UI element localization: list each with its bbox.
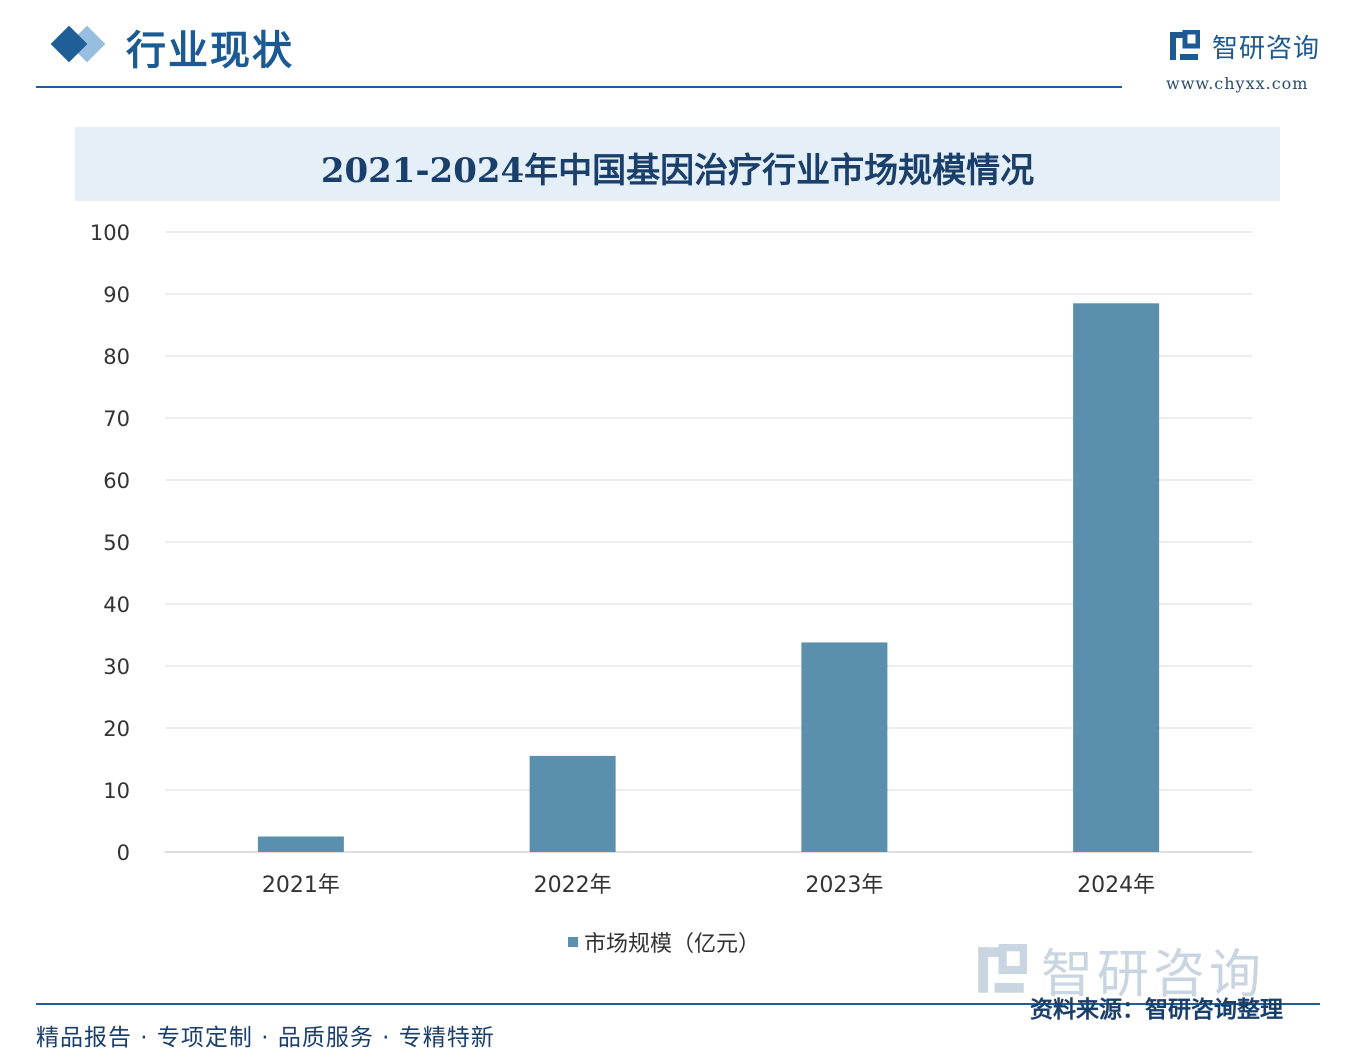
chart-title-band: 2021-2024年中国基因治疗行业市场规模情况	[75, 127, 1280, 201]
x-tick-label: 2022年	[534, 873, 612, 898]
y-tick-label: 100	[90, 221, 130, 245]
legend-swatch	[568, 937, 578, 947]
bar-chart: 0 10 20 30 40 50 60 70 80 90 100 2021年 2022年 2023年 202…	[90, 221, 1252, 898]
bar-2	[529, 755, 616, 852]
y-tick-label: 0	[117, 841, 130, 865]
watermark-logo: 智研咨询	[975, 932, 1265, 1007]
watermark-logo-icon	[978, 943, 1027, 993]
legend-label: 市场规模（亿元）	[584, 932, 761, 957]
y-tick-label: 90	[103, 283, 130, 307]
footer-tags: 精品报告 · 专项定制 · 品质服务 · 专精特新	[36, 1025, 495, 1051]
x-tick-label: 2021年	[262, 873, 340, 898]
brand-url: www.chyxx.com	[1166, 74, 1309, 93]
chart-legend: 市场规模（亿元）	[568, 926, 760, 958]
footer-divider	[36, 1003, 1320, 1005]
y-tick-label: 50	[103, 531, 130, 555]
brand-name: 智研咨询	[1212, 34, 1321, 64]
x-tick-label: 2024年	[1077, 873, 1155, 898]
y-tick-label: 30	[103, 655, 130, 679]
bar-3	[801, 642, 888, 852]
y-tick-label: 70	[103, 407, 130, 431]
bar-1	[257, 836, 344, 852]
y-tick-label: 40	[103, 593, 130, 617]
header: 行业现状 智研咨询 www.chyxx.com	[0, 0, 1350, 100]
bar-4	[1073, 303, 1160, 852]
y-tick-label: 80	[103, 345, 130, 369]
chart-title: 2021-2024年中国基因治疗行业市场规模情况	[320, 151, 1035, 191]
y-tick-label: 60	[103, 469, 130, 493]
section-title: 行业现状	[126, 28, 294, 74]
x-tick-label: 2023年	[805, 873, 883, 898]
y-tick-label: 20	[103, 717, 130, 741]
header-divider	[36, 86, 1122, 88]
brand-logo-icon	[1170, 30, 1200, 60]
y-tick-label: 10	[103, 779, 130, 803]
source-note: 资料来源：智研咨询整理	[1030, 997, 1283, 1023]
watermark-text: 智研咨询	[1041, 945, 1266, 1005]
